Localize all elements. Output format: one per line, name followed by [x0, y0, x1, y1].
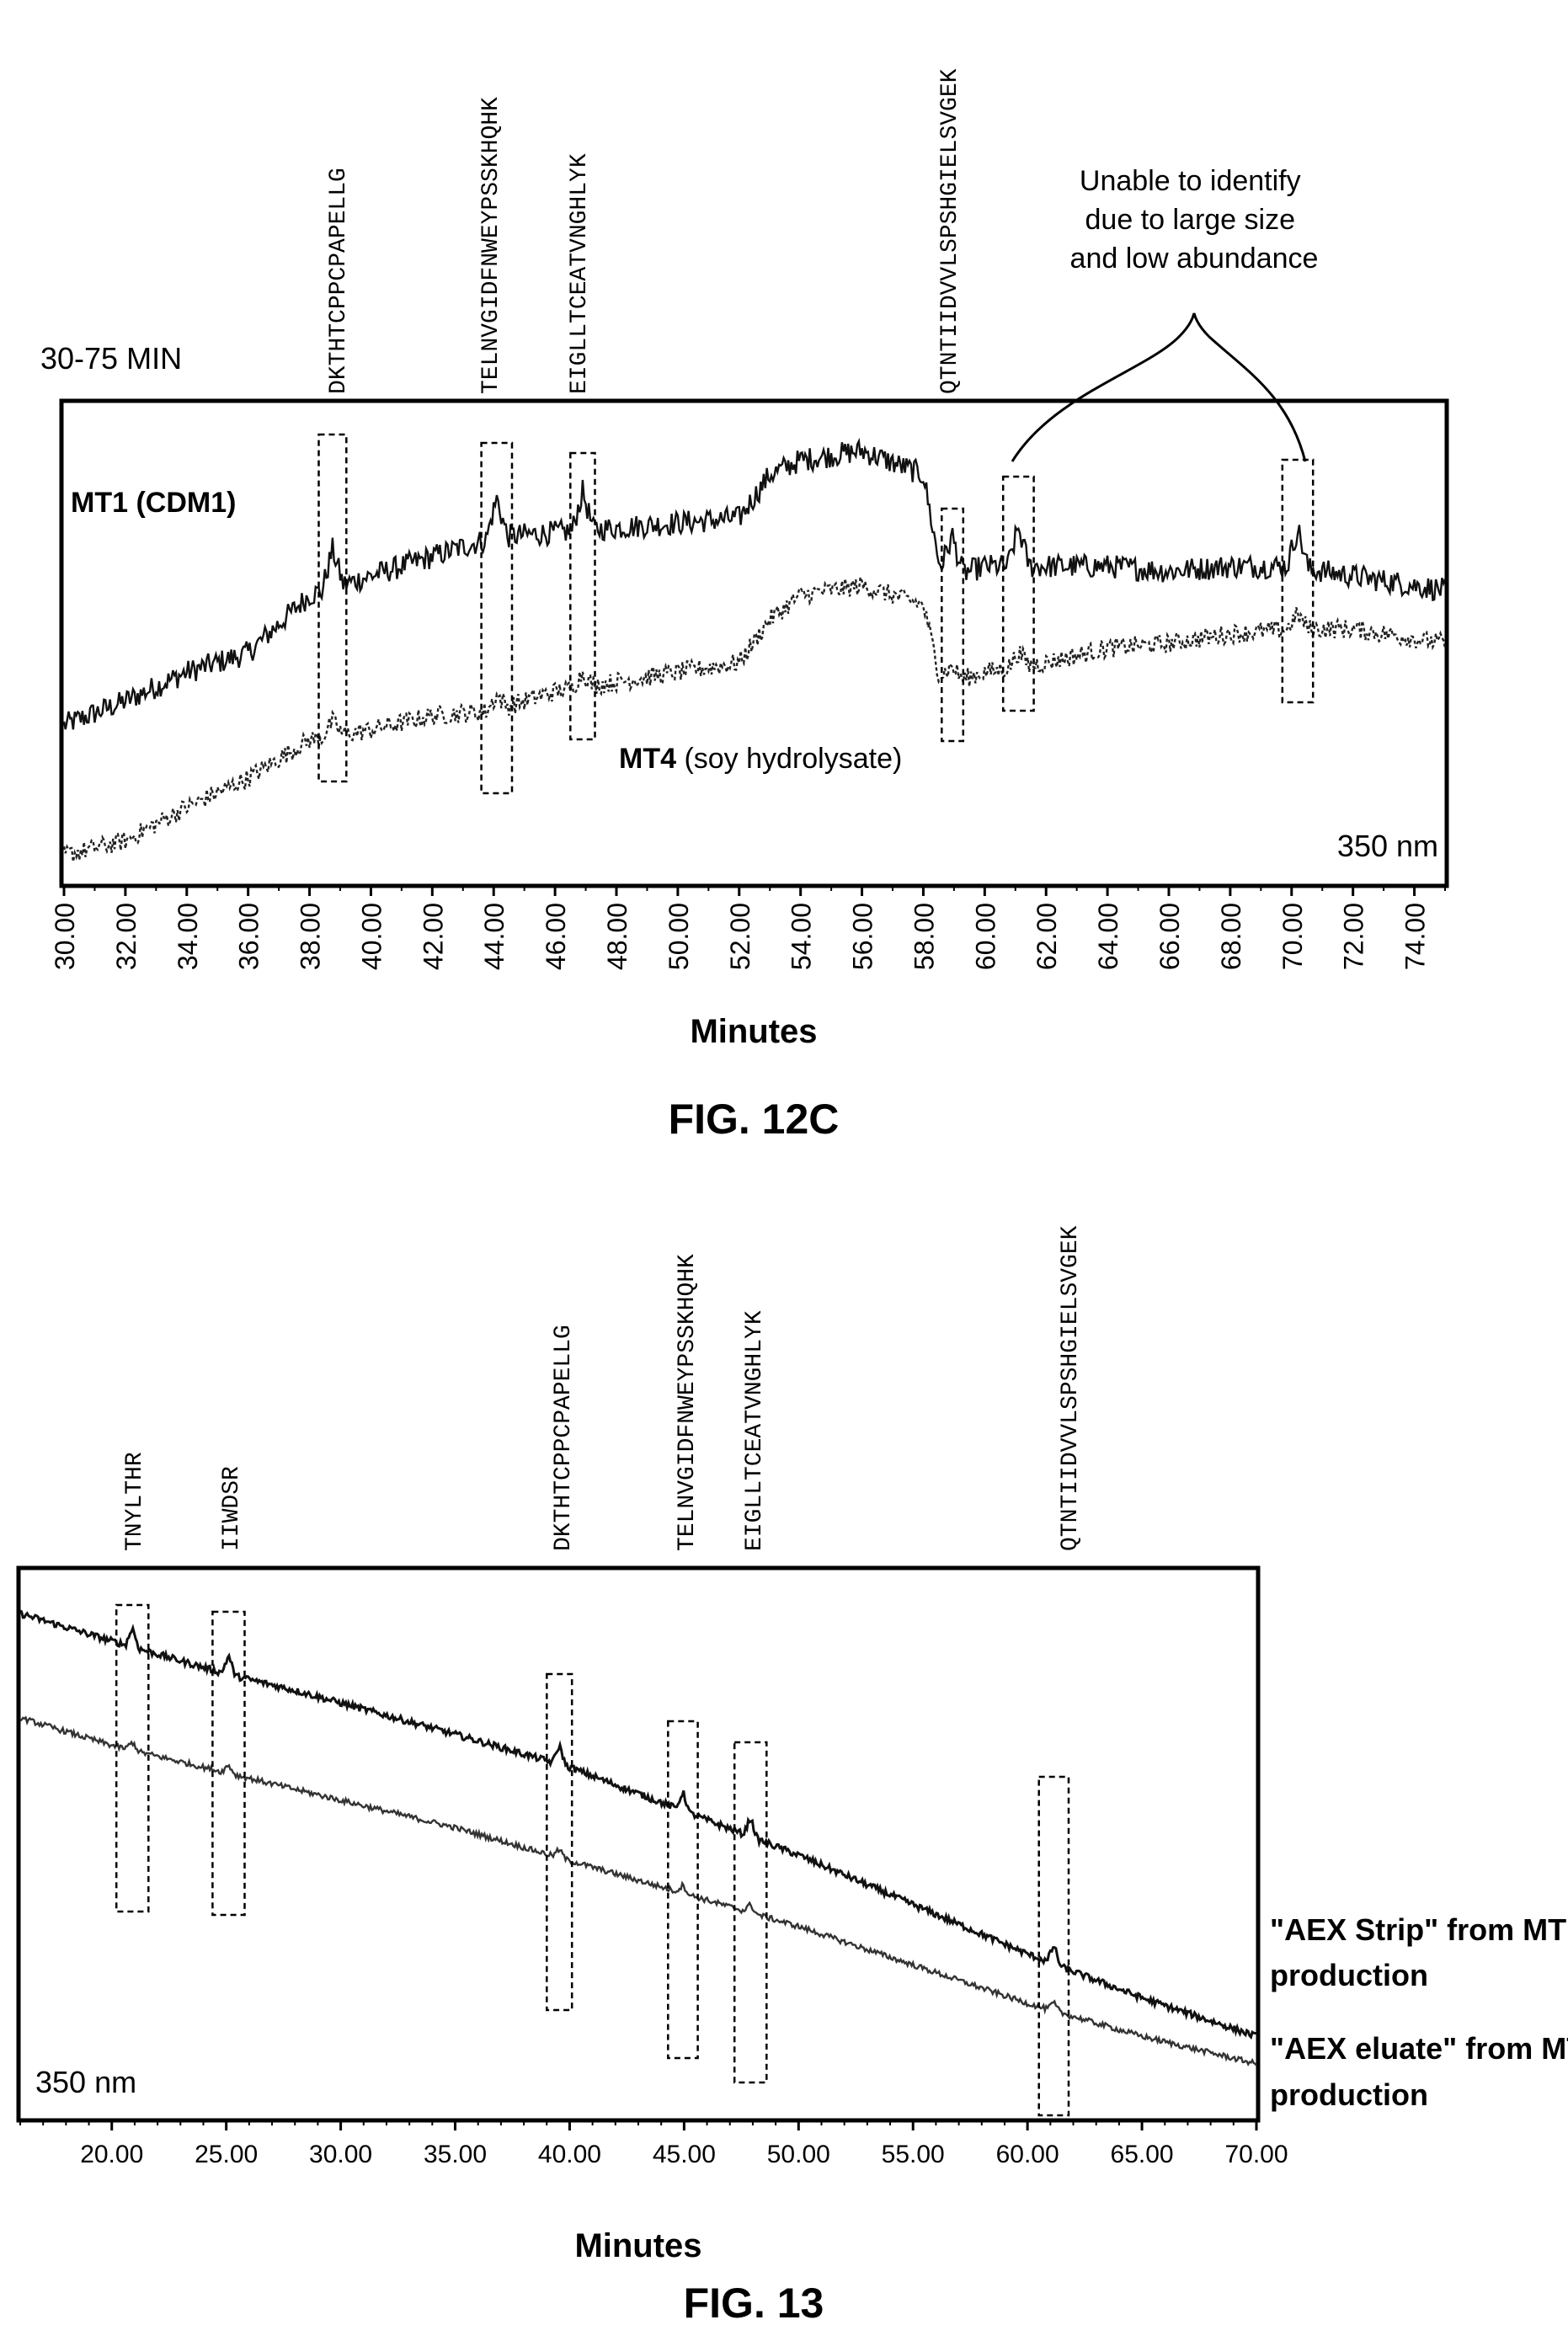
x-tick-label: 30.00 — [50, 903, 80, 970]
x-tick-label: 52.00 — [725, 903, 755, 970]
fig12c-series-label-mt4: MT4 (soy hydrolysate) — [619, 743, 902, 775]
x-tick-label: 65.00 — [1111, 2141, 1174, 2168]
x-tick-label: 35.00 — [424, 2141, 487, 2168]
fig13-caption: FIG. 13 — [684, 2280, 824, 2327]
x-tick-label: 40.00 — [356, 903, 387, 970]
x-tick-label: 30.00 — [309, 2141, 372, 2168]
fig12c-wavelength-label: 350 nm — [1337, 829, 1438, 863]
peak-box — [1001, 475, 1035, 712]
x-tick-label: 20.00 — [80, 2141, 143, 2168]
fig13-wavelength-label: 350 nm — [35, 2065, 136, 2099]
peak-box — [733, 1741, 768, 2084]
fig13-chart: TNYLTHR IIWDSR DKTHTCPPCPAPELLG TELNVGID… — [16, 1225, 1568, 2327]
fig12c-plot-frame — [59, 398, 1449, 888]
x-tick-label: 62.00 — [1032, 903, 1062, 970]
x-tick-label: 66.00 — [1155, 903, 1185, 970]
fig13-peptide-label: IIWDSR — [219, 1466, 245, 1551]
fig12c-peptide-label: DKTHTCPPCPAPELLG — [326, 168, 352, 394]
x-tick-label: 50.00 — [767, 2141, 830, 2168]
fig13-plot-frame — [16, 1565, 1261, 2123]
peak-box — [115, 1603, 150, 1913]
x-tick-label: 44.00 — [479, 903, 509, 970]
x-tick-label: 74.00 — [1400, 903, 1431, 970]
peak-box — [546, 1672, 573, 2012]
x-tick-label: 34.00 — [173, 903, 203, 970]
x-tick-label: 38.00 — [296, 903, 326, 970]
fig12c-peptide-label: EIGLLTCEATVNGHLYK — [567, 153, 593, 394]
x-tick-label: 25.00 — [195, 2141, 258, 2168]
fig13-peptide-label: DKTHTCPPCPAPELLG — [551, 1325, 577, 1551]
x-tick-label: 48.00 — [602, 903, 632, 970]
fig12c-annotation: Unable to identify due to large size and… — [1070, 165, 1319, 275]
fig12c-peptide-label: TELNVGIDFNWEYPSSKHQHK — [478, 97, 504, 394]
fig13-peak-boxes — [115, 1603, 1070, 2117]
fig12c-series-mt1-line — [62, 437, 1447, 730]
peak-box — [667, 1720, 699, 2060]
fig12c-caption: FIG. 12C — [669, 1096, 840, 1143]
fig13-series-label-eluate: "AEX eluate" from MT1 production — [1270, 2031, 1568, 2112]
peak-box — [480, 441, 514, 795]
x-tick-label: 55.00 — [882, 2141, 945, 2168]
x-tick-label: 45.00 — [653, 2141, 716, 2168]
x-tick-label: 70.00 — [1277, 903, 1308, 970]
fig13-series-label-strip: "AEX Strip" from MT1 production — [1270, 1912, 1568, 1992]
fig12c-x-axis-label: Minutes — [690, 1013, 817, 1050]
fig12c-range-label: 30-75 MIN — [40, 341, 182, 376]
fig12c-annotation-brace — [1011, 312, 1307, 462]
fig13-peptide-label: EIGLLTCEATVNGHLYK — [742, 1310, 768, 1551]
fig13-x-axis: 20.00 25.00 30.00 35.00 40.00 45.00 50.00 55.00… — [19, 2119, 1288, 2168]
fig12c-series-mt4-line — [62, 573, 1447, 862]
peak-box — [1281, 458, 1315, 704]
fig13-peptide-label: TNYLTHR — [122, 1452, 148, 1551]
peak-box — [941, 507, 965, 743]
peak-box — [211, 1610, 246, 1917]
fig12c-x-axis: 30.00 32.00 34.00 36.00 38.00 40.00 42.00 44.00… — [50, 884, 1446, 970]
x-tick-label: 60.00 — [970, 903, 1000, 970]
fig13-series-aex-strip-line — [19, 1609, 1256, 2040]
x-tick-label: 64.00 — [1093, 903, 1123, 970]
x-tick-label: 32.00 — [111, 903, 141, 970]
fig13-x-axis-label: Minutes — [574, 2227, 701, 2264]
fig12c-series-label-mt1: MT1 (CDM1) — [71, 487, 236, 519]
fig13-series-aex-eluate-line — [19, 1715, 1257, 2066]
x-tick-label: 46.00 — [541, 903, 571, 970]
fig13-peptide-label: QTNTIIDVVLSPSHGIELSVGEK — [1058, 1225, 1084, 1551]
x-tick-label: 42.00 — [418, 903, 448, 970]
fig12c-peptide-label: QTNTIIDVVLSPSHGIELSVGEK — [937, 68, 963, 394]
x-tick-label: 60.00 — [996, 2141, 1059, 2168]
fig12c-peak-boxes — [317, 433, 1315, 795]
fig13-peptide-label: TELNVGIDFNWEYPSSKHQHK — [675, 1254, 701, 1551]
x-tick-label: 58.00 — [909, 903, 939, 970]
x-tick-label: 70.00 — [1224, 2141, 1288, 2168]
x-tick-label: 68.00 — [1216, 903, 1246, 970]
peak-box — [317, 433, 348, 783]
x-tick-label: 50.00 — [664, 903, 694, 970]
x-tick-label: 56.00 — [848, 903, 878, 970]
x-tick-label: 36.00 — [234, 903, 264, 970]
x-tick-label: 54.00 — [787, 903, 817, 970]
peak-box — [1037, 1775, 1070, 2117]
peak-box — [569, 451, 596, 741]
x-tick-label: 72.00 — [1339, 903, 1369, 970]
x-tick-label: 40.00 — [538, 2141, 601, 2168]
fig12c-chart: DKTHTCPPCPAPELLG TELNVGIDFNWEYPSSKHQHK E… — [40, 68, 1449, 1143]
